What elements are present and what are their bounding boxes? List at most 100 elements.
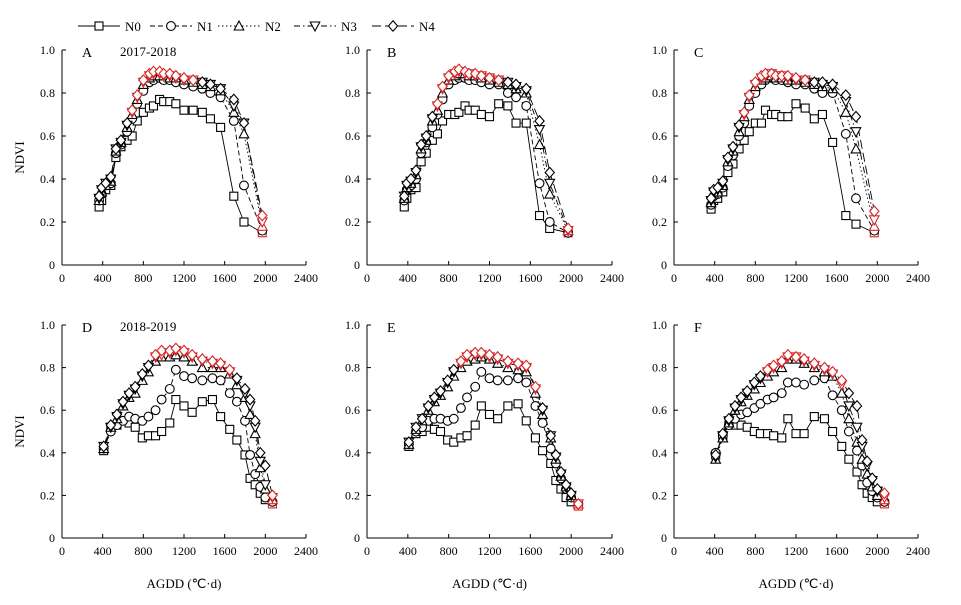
data-point [565, 487, 577, 500]
y-tick-label: 0.8 [652, 361, 667, 375]
data-point [791, 99, 801, 109]
x-tick-label: 2000 [253, 271, 277, 285]
data-point [493, 74, 505, 87]
data-point [743, 89, 755, 102]
data-point [416, 157, 426, 167]
data-point [742, 407, 753, 418]
data-point [93, 190, 105, 203]
data-point [245, 449, 256, 460]
data-point [841, 211, 851, 221]
data-point [484, 348, 495, 361]
data-point [776, 388, 787, 399]
data-point [188, 105, 198, 115]
data-point [454, 107, 464, 117]
legend-item-n2: N2 [218, 19, 281, 34]
data-point [790, 350, 802, 363]
data-point [461, 348, 473, 361]
series-points-n4 [403, 346, 584, 510]
y-tick-label: 0.4 [40, 172, 55, 186]
x-tick-label: 0 [364, 544, 370, 558]
y-tick-label: 0.8 [345, 86, 360, 100]
data-point [129, 380, 141, 393]
data-point [817, 109, 827, 120]
data-point [244, 393, 256, 406]
data-point [850, 142, 862, 154]
y-tick-label: 0.4 [345, 172, 360, 186]
x-tick-label: 400 [399, 544, 417, 558]
x-tick-label: 2400 [906, 271, 930, 285]
y-axis-label: NDVI [12, 415, 27, 448]
data-point [435, 426, 446, 437]
x-tick-label: 1600 [518, 271, 542, 285]
data-point [228, 115, 239, 126]
x-tick-label: 2000 [865, 271, 889, 285]
data-point [791, 429, 801, 439]
x-tick-label: 800 [746, 544, 764, 558]
data-point [511, 118, 521, 128]
x-tick-label: 1200 [784, 544, 808, 558]
data-point [749, 76, 761, 89]
data-point [511, 92, 521, 103]
data-point [179, 371, 189, 382]
data-point [207, 355, 218, 368]
data-point [179, 105, 189, 115]
data-point [415, 138, 427, 151]
series-points-n4 [93, 65, 268, 222]
data-point [186, 348, 198, 361]
data-point [239, 180, 249, 191]
x-axis-label: AGDD (℃·d) [147, 576, 222, 591]
data-point [448, 363, 460, 376]
data-point [476, 366, 487, 377]
data-point [187, 74, 199, 87]
data-point [843, 426, 854, 437]
y-tick-label: 0 [661, 531, 667, 545]
data-point [866, 472, 878, 485]
data-point [782, 377, 793, 388]
series-points-n4 [98, 342, 278, 502]
data-point [521, 377, 532, 388]
data-point [741, 384, 753, 398]
data-point [484, 71, 495, 84]
x-tick-label: 1200 [478, 271, 502, 285]
data-point [530, 433, 540, 443]
legend: N0 N1 N2 N3 N4 [78, 19, 435, 34]
data-point [521, 416, 531, 426]
data-point [809, 412, 819, 422]
y-tick-label: 0.2 [345, 215, 360, 229]
legend-marker-triangle-down [309, 21, 321, 33]
data-point [545, 429, 557, 442]
data-point [215, 82, 226, 95]
data-point [494, 99, 504, 109]
data-point [544, 187, 556, 199]
y-tick-label: 1.0 [652, 318, 667, 332]
data-point [156, 394, 167, 405]
data-point [748, 376, 760, 389]
data-point [244, 408, 256, 420]
data-point [791, 377, 801, 388]
data-point [225, 424, 235, 434]
y-tick-label: 0.6 [652, 403, 667, 417]
x-tick-label: 1200 [172, 544, 196, 558]
data-point [755, 370, 766, 383]
data-point [776, 355, 788, 368]
data-point [98, 440, 110, 453]
x-tick-label: 2400 [294, 544, 318, 558]
legend-item-n0: N0 [78, 19, 141, 34]
data-point [783, 414, 793, 424]
data-point [207, 373, 218, 384]
data-point [170, 342, 182, 355]
data-point [844, 454, 854, 464]
x-tick-label: 800 [440, 271, 458, 285]
y-tick-label: 0.4 [40, 446, 55, 460]
y-tick-label: 1.0 [652, 43, 667, 57]
data-point [769, 431, 779, 441]
data-point [178, 344, 190, 357]
y-tick-label: 1.0 [345, 43, 360, 57]
data-point [470, 420, 480, 430]
data-point [520, 82, 532, 95]
y-tick-label: 1.0 [345, 318, 360, 332]
data-point [828, 426, 838, 437]
data-point [410, 164, 422, 177]
data-point [544, 166, 556, 179]
data-point [196, 76, 208, 89]
